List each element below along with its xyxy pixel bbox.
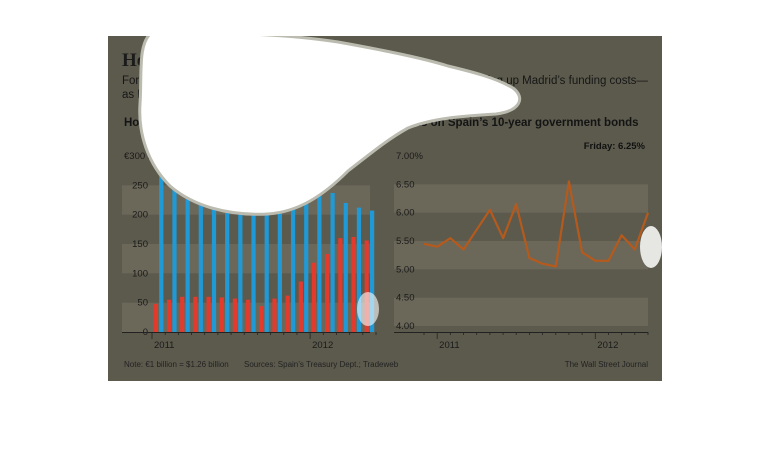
- y-tick-label: 7.00%: [396, 151, 423, 162]
- bar-spanish-banks: [180, 296, 185, 332]
- y-tick-label: 6.50: [396, 179, 415, 190]
- bar-nonresidents: [330, 192, 335, 332]
- y-tick-label: 150: [132, 239, 148, 250]
- bar-spanish-banks: [272, 298, 277, 332]
- chart-card: Homecoming Foreign investors have been d…: [108, 36, 662, 381]
- bar-spanish-banks: [285, 295, 290, 332]
- bar-nonresidents: [370, 210, 375, 332]
- y-tick-label: 6.00: [396, 208, 415, 219]
- bar-nonresidents: [185, 174, 190, 332]
- holdings-bars: [153, 161, 375, 332]
- bar-spanish-banks: [232, 298, 238, 332]
- bar-nonresidents: [304, 174, 309, 332]
- bar-nonresidents: [343, 202, 348, 332]
- bar-spanish-banks: [219, 297, 224, 332]
- holdings-chart-title: Holdings of Spanish government bonds: [124, 117, 342, 129]
- grid-band: [394, 184, 648, 213]
- bar-nonresidents: [264, 161, 269, 332]
- bar-nonresidents: [198, 175, 203, 332]
- y-tick-label: 200: [132, 210, 148, 221]
- bar-spanish-banks: [246, 299, 251, 332]
- yield-annotation: Friday: 6.25%: [584, 141, 646, 152]
- bar-spanish-banks: [325, 253, 330, 332]
- yield-series-line: [423, 180, 650, 268]
- x-tick-label: 2011: [154, 340, 174, 351]
- y-tick-label: 100: [132, 268, 148, 279]
- bar-spanish-banks: [206, 296, 211, 332]
- legend-label-nonresidents: Nonresidents: [307, 139, 368, 150]
- credit-line: The Wall Street Journal: [564, 360, 648, 369]
- yield-grid-bands: [394, 184, 648, 326]
- holdings-x-axis: 2011 2012: [122, 332, 377, 351]
- y-tick-label: 4.00: [396, 321, 415, 332]
- bar-spanish-banks: [298, 281, 303, 332]
- legend-label-spanish-banks: Spanish banks: [218, 139, 285, 150]
- bar-nonresidents: [356, 207, 362, 332]
- bar-nonresidents: [172, 177, 177, 332]
- bar-nonresidents: [211, 175, 217, 332]
- bar-spanish-banks: [193, 296, 198, 332]
- x-tick-label: 2012: [597, 340, 618, 351]
- y-tick-label: 4.50: [396, 293, 415, 304]
- bar-nonresidents: [251, 167, 256, 332]
- y-tick-label: 5.00: [396, 264, 415, 275]
- charts-area: Holdings of Spanish government bonds 050…: [122, 117, 650, 351]
- bar-nonresidents: [317, 179, 322, 332]
- legend-swatch-spanish-banks: [207, 140, 214, 147]
- source-line: Sources: Spain’s Treasury Dept.; Tradewe…: [244, 360, 399, 369]
- bar-spanish-banks: [311, 262, 317, 332]
- bar-nonresidents: [225, 166, 230, 332]
- bar-nonresidents: [159, 173, 164, 332]
- y-tick-label: 5.50: [396, 236, 415, 247]
- legend-swatch-nonresidents: [296, 140, 303, 147]
- bar-spanish-banks: [338, 238, 343, 332]
- bar-nonresidents: [277, 165, 282, 332]
- footnote: Note: €1 billion = $1.26 billion: [124, 360, 229, 369]
- yield-chart-title: Yields on Spain’s 10-year government bon…: [394, 117, 639, 129]
- bar-spanish-banks: [166, 299, 172, 332]
- bar-spanish-banks: [364, 240, 369, 332]
- bar-nonresidents: [238, 165, 243, 332]
- bar-spanish-banks: [351, 236, 356, 332]
- yield-line-chart: Yields on Spain’s 10-year government bon…: [394, 117, 650, 351]
- x-tick-label: 2011: [439, 340, 459, 351]
- bar-nonresidents: [290, 166, 296, 332]
- bar-spanish-banks: [259, 306, 264, 332]
- holdings-legend: Spanish banks Nonresidents: [207, 139, 368, 150]
- yield-x-axis: 2011 2012: [394, 332, 649, 351]
- y-tick-label: 250: [132, 180, 148, 191]
- y-tick-label: 50: [137, 298, 148, 309]
- bar-spanish-banks: [153, 303, 158, 332]
- grid-band: [394, 297, 648, 326]
- holdings-bar-chart: Holdings of Spanish government bonds 050…: [122, 117, 377, 351]
- y-tick-label: €300 billion: [124, 151, 172, 162]
- x-tick-label: 2012: [312, 340, 333, 351]
